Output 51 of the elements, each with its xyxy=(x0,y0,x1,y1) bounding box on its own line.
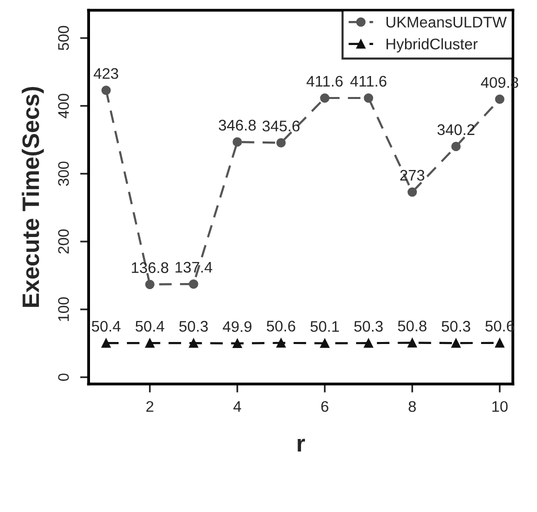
point xyxy=(408,187,417,197)
data-label: 411.6 xyxy=(350,76,386,87)
data-label: 423 xyxy=(94,68,118,79)
point xyxy=(364,93,374,103)
point xyxy=(101,86,111,95)
point xyxy=(364,338,374,348)
point xyxy=(188,279,198,289)
point xyxy=(101,338,111,348)
x-tick-label: 8 xyxy=(408,401,416,412)
y-tick-label: 0 xyxy=(58,374,69,381)
x-tick-label: 6 xyxy=(321,401,328,412)
legend-label: HybridCluster xyxy=(386,38,478,52)
point xyxy=(320,338,330,348)
point xyxy=(188,338,198,348)
data-label: 49.9 xyxy=(222,321,252,332)
data-label: 50.3 xyxy=(442,320,470,332)
data-label: 50.8 xyxy=(398,320,426,332)
y-tick-label: 100 xyxy=(58,297,69,321)
point xyxy=(276,138,286,148)
point xyxy=(232,338,242,348)
point xyxy=(145,280,155,290)
data-label: 50.4 xyxy=(92,320,121,332)
point xyxy=(276,338,286,348)
x-tick-label: 2 xyxy=(146,401,154,412)
point xyxy=(495,338,504,348)
data-label: 136.8 xyxy=(132,262,168,274)
y-tick-label: 500 xyxy=(58,26,69,50)
legend-label: UKMeansULDTW xyxy=(386,16,507,28)
x-tick-label: 4 xyxy=(233,401,242,412)
point xyxy=(232,137,242,147)
point xyxy=(451,338,461,348)
data-label: 345.6 xyxy=(262,120,300,132)
x-tick-label: 10 xyxy=(492,401,508,412)
data-label: 50.1 xyxy=(310,321,339,332)
y-tick-label: 400 xyxy=(58,94,69,118)
point xyxy=(451,142,461,152)
x-axis-title: r xyxy=(298,438,305,452)
data-label: 50.6 xyxy=(266,320,296,332)
point xyxy=(495,94,504,104)
y-tick-label: 200 xyxy=(58,229,69,254)
data-label: 411.6 xyxy=(306,76,343,87)
data-label: 50.4 xyxy=(136,320,164,332)
y-axis-title: Execute Time(Secs) xyxy=(22,86,44,307)
y-tick-label: 300 xyxy=(58,162,69,186)
point xyxy=(320,93,330,103)
data-label: 50.3 xyxy=(179,320,208,332)
point xyxy=(145,338,155,348)
point xyxy=(408,338,417,348)
data-label: 346.8 xyxy=(218,120,256,131)
data-label: 50.3 xyxy=(354,320,383,332)
data-label: 340.2 xyxy=(437,124,474,136)
